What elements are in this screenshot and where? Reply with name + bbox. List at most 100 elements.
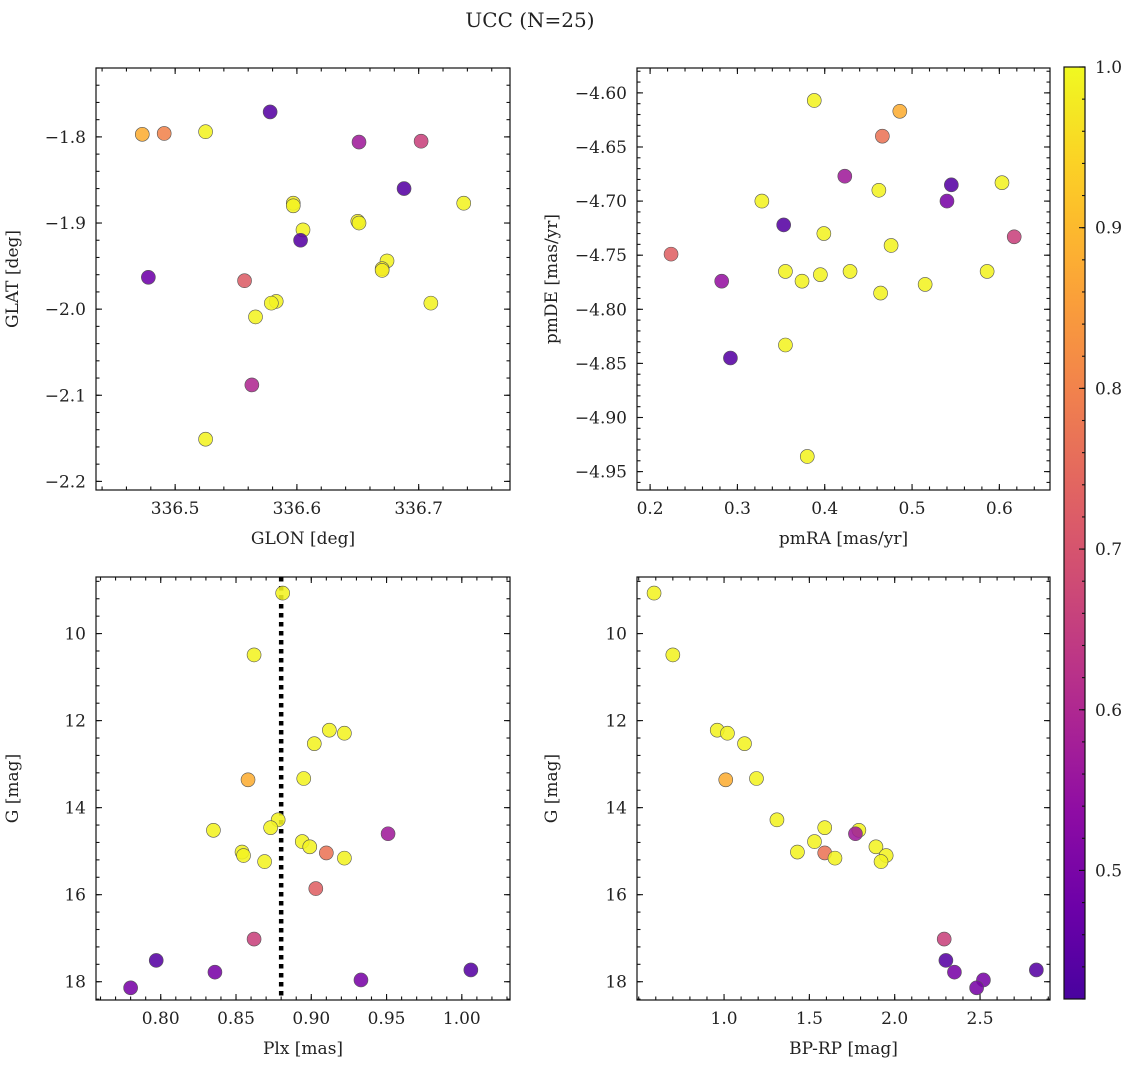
scatter-point [939, 193, 955, 209]
scatter-point [374, 263, 390, 278]
x-axis-label: BP-RP [mag] [789, 1039, 898, 1059]
colorbar: 0.5 0.6 0.7 0.8 0.9 1.0 [1063, 58, 1122, 1000]
scatter-point [351, 134, 367, 150]
scatter-point [868, 839, 884, 855]
y-tick-label: −4.80 [575, 300, 627, 320]
scatter-point [663, 246, 679, 262]
scatter-point [244, 377, 260, 393]
scatter-point [257, 854, 272, 869]
y-tick-label: 18 [64, 973, 86, 993]
colorbar-tick-label: 0.5 [1095, 861, 1122, 881]
scatter-point [737, 736, 752, 751]
y-tick-label: 16 [605, 886, 627, 906]
colorbar-tick-label: 0.9 [1095, 219, 1122, 239]
scatter-point [207, 964, 223, 980]
x-tick-label: 0.3 [724, 499, 751, 519]
scatter-point [794, 273, 810, 289]
scatter-point [237, 273, 252, 289]
scatter-point [246, 647, 262, 663]
scatter-point [134, 127, 150, 142]
scatter-point [296, 771, 312, 786]
scatter-point [264, 295, 279, 311]
scatter-point [883, 238, 899, 253]
scatter-point [936, 931, 952, 947]
colorbar-frame [1063, 66, 1086, 1000]
scatter-point [248, 309, 263, 325]
scatter-point [380, 826, 396, 842]
axes-frame [95, 67, 511, 491]
scatter-point [141, 269, 156, 285]
y-tick-label: 14 [64, 799, 86, 819]
axes-frame [636, 67, 1051, 491]
scatter-point [720, 725, 735, 741]
axes-frame [636, 576, 1051, 1001]
scatter-point [994, 175, 1010, 190]
scatter-point [827, 850, 843, 866]
y-tick-label: −4.70 [575, 192, 627, 212]
scatter-point [1006, 229, 1022, 245]
scatter-point [240, 772, 256, 788]
scatter-point [938, 953, 954, 968]
y-tick-label: −2.1 [45, 386, 86, 406]
y-tick-label: −4.60 [575, 84, 627, 104]
scatter-point [873, 854, 889, 869]
scatter-point [754, 193, 770, 209]
y-axis-label: pmDE [mas/yr] [542, 214, 562, 344]
scatter-point [123, 980, 138, 996]
scatter-point [848, 826, 863, 842]
x-axis-label: Plx [mas] [263, 1039, 343, 1059]
x-tick-label: 1.00 [443, 1009, 481, 1029]
axes-frame [95, 576, 511, 1001]
y-tick-label: 12 [64, 712, 86, 732]
scatter-point [778, 337, 793, 353]
x-tick-label: 336.5 [151, 499, 200, 519]
scatter-point [873, 285, 888, 301]
scatter-point [917, 277, 933, 292]
scatter-point [293, 232, 308, 248]
y-tick-label: −4.75 [575, 246, 627, 266]
scatter-point [947, 964, 962, 980]
y-tick-label: −4.85 [575, 354, 627, 374]
scatter-point [275, 585, 290, 601]
x-tick-label: 336.7 [394, 499, 443, 519]
x-tick-label: 0.5 [899, 499, 926, 519]
x-tick-label: 0.80 [142, 1009, 180, 1029]
scatter-point [979, 264, 995, 279]
scatter-point [776, 217, 791, 233]
colorbar-tick-label: 1.0 [1095, 58, 1122, 78]
subplot-glon-glat: 336.5 336.6 336.7 −2.2 −2.1 −2.0 −1.9 −1.8 GLON … [3, 67, 511, 549]
scatter-point [816, 226, 832, 241]
x-axis-label: pmRA [mas/yr] [779, 529, 908, 549]
scatter-point [302, 839, 318, 855]
scatter-point [353, 972, 369, 988]
scatter-point [813, 267, 828, 282]
scatter-point [351, 215, 367, 231]
scatter-point [807, 834, 822, 849]
y-axis-label: G [mag] [542, 754, 562, 823]
scatter-point [396, 181, 412, 196]
subplot-bprp-g: 1.0 1.5 2.0 2.5 10 12 14 16 18 BP-RP [mag] G [mag] [542, 576, 1051, 1059]
x-tick-label: 0.85 [217, 1009, 255, 1029]
x-tick-label: 0.6 [986, 499, 1013, 519]
x-tick-label: 2.5 [967, 1009, 994, 1029]
y-tick-label: −1.9 [45, 214, 86, 234]
x-tick-label: 2.0 [881, 1009, 908, 1029]
scatter-point [944, 177, 959, 193]
x-tick-label: 1.5 [796, 1009, 823, 1029]
scatter-point [875, 128, 890, 144]
colorbar-tick-label: 0.7 [1095, 540, 1122, 560]
y-axis-label: GLAT [deg] [3, 230, 23, 328]
scatter-point [778, 264, 793, 279]
scatter-point [337, 850, 352, 866]
scatter-point [842, 264, 858, 279]
scatter-point [871, 182, 887, 198]
y-tick-label: 12 [605, 712, 627, 732]
x-tick-label: 0.4 [811, 499, 838, 519]
scatter-point [413, 133, 429, 149]
colorbar-gradient [1064, 67, 1085, 999]
scatter-point [308, 881, 324, 896]
scatter-point [423, 295, 439, 311]
x-axis-label: GLON [deg] [251, 529, 355, 549]
colorbar-tick-label: 0.8 [1095, 379, 1122, 399]
